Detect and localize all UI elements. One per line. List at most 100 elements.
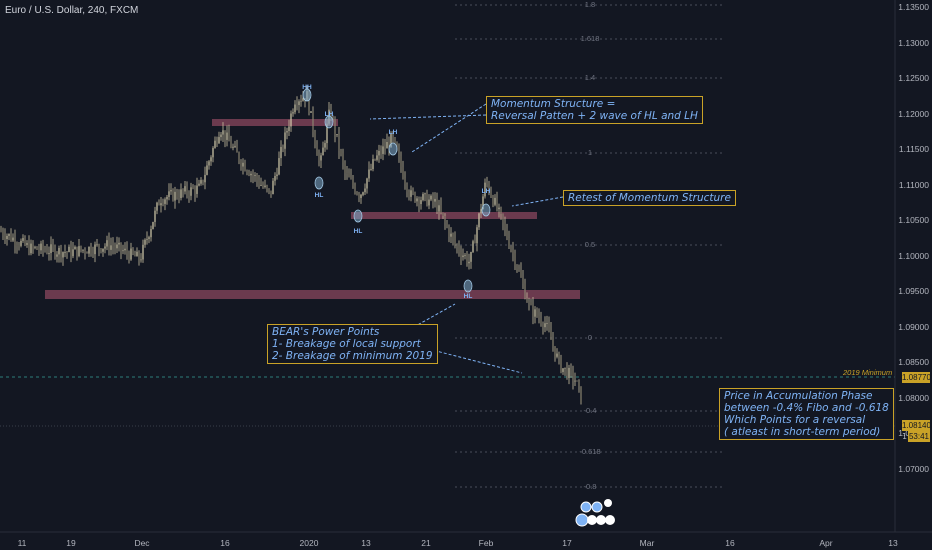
candle-body bbox=[102, 248, 104, 252]
candle-body bbox=[228, 132, 230, 142]
badge-4-icon[interactable] bbox=[605, 515, 615, 525]
date-tick: Dec bbox=[134, 538, 150, 548]
candle-body bbox=[410, 190, 412, 197]
candle-body bbox=[402, 167, 404, 179]
candle-body bbox=[104, 246, 106, 249]
candle-body bbox=[148, 237, 150, 239]
candle-body bbox=[154, 210, 156, 222]
candle-body bbox=[406, 184, 408, 193]
candle-body bbox=[478, 213, 480, 228]
badge-2-icon[interactable] bbox=[587, 515, 597, 525]
candle-body bbox=[252, 173, 254, 176]
candle-body bbox=[398, 150, 400, 157]
candle-body bbox=[400, 156, 402, 168]
candle-body bbox=[454, 238, 456, 245]
candle-body bbox=[212, 147, 214, 158]
date-tick: 11 bbox=[17, 538, 27, 548]
candle-body bbox=[552, 339, 554, 347]
candle-body bbox=[382, 146, 384, 154]
candle-body bbox=[68, 246, 70, 253]
candle-body bbox=[534, 309, 536, 317]
candle-body bbox=[474, 241, 476, 244]
support-zone-2019[interactable] bbox=[45, 290, 580, 299]
flag-icon[interactable] bbox=[575, 513, 589, 527]
swing-point-marker[interactable] bbox=[302, 88, 312, 102]
badge-3-icon[interactable] bbox=[596, 515, 606, 525]
price-tick: 1.10000 bbox=[898, 250, 929, 261]
candle-body bbox=[34, 246, 36, 248]
candle-body bbox=[456, 244, 458, 247]
candle-body bbox=[498, 207, 500, 210]
candle-body bbox=[450, 233, 452, 237]
resistance-zone-top[interactable] bbox=[212, 119, 338, 126]
replay-icon[interactable] bbox=[580, 501, 592, 513]
annotation-accumulation[interactable]: Price in Accumulation Phase between -0.4… bbox=[719, 388, 894, 440]
candle-body bbox=[162, 203, 164, 204]
candle-body bbox=[208, 161, 210, 166]
candle-body bbox=[220, 134, 222, 138]
candle-body bbox=[122, 250, 124, 252]
candle-body bbox=[256, 175, 258, 181]
candle-body bbox=[94, 244, 96, 255]
candle-body bbox=[260, 185, 262, 186]
candle-body bbox=[368, 169, 370, 179]
fib-label: 0 bbox=[587, 333, 593, 342]
swing-point-marker[interactable] bbox=[314, 176, 324, 190]
candle-body bbox=[342, 153, 344, 163]
fib-label: -0.618 bbox=[579, 447, 601, 456]
candle-body bbox=[120, 242, 122, 251]
candle-body bbox=[136, 251, 138, 257]
candle-body bbox=[424, 193, 426, 195]
candle-body bbox=[466, 255, 468, 264]
badge-icon[interactable] bbox=[604, 499, 612, 507]
date-tick: Apr bbox=[819, 538, 833, 548]
candle-body bbox=[530, 302, 532, 305]
candle-body bbox=[70, 246, 72, 257]
swing-point-marker[interactable] bbox=[388, 142, 398, 156]
candle-body bbox=[254, 175, 256, 177]
candle-body bbox=[352, 178, 354, 186]
swing-points bbox=[302, 88, 491, 293]
price-tick: 1.13000 bbox=[898, 37, 929, 48]
candle-body bbox=[226, 132, 228, 140]
candle-body bbox=[24, 238, 26, 245]
candle-body bbox=[246, 170, 248, 173]
events-icon[interactable] bbox=[591, 501, 603, 513]
candle-body bbox=[36, 246, 38, 250]
swing-point-marker[interactable] bbox=[324, 115, 334, 129]
candle-body bbox=[130, 248, 132, 260]
candle-body bbox=[32, 243, 34, 248]
local-support-zone[interactable] bbox=[351, 212, 537, 219]
candle-body bbox=[258, 180, 260, 186]
symbol-title[interactable]: Euro / U.S. Dollar, 240, FXCM bbox=[5, 5, 139, 16]
candle-body bbox=[82, 249, 84, 251]
annotation-momentum[interactable]: Momentum Structure = Reversal Patten + 2… bbox=[486, 96, 703, 124]
candle-body bbox=[566, 367, 568, 378]
candle-body bbox=[512, 249, 514, 254]
candle-body bbox=[92, 253, 94, 255]
annotation-retest[interactable]: Retest of Momentum Structure bbox=[563, 190, 736, 206]
candle-body bbox=[54, 247, 56, 257]
annotation-bear[interactable]: BEAR's Power Points 1- Breakage of local… bbox=[267, 324, 438, 364]
candle-body bbox=[362, 192, 364, 195]
candle-body bbox=[66, 252, 68, 253]
swing-point-marker[interactable] bbox=[353, 209, 363, 223]
swing-point-marker[interactable] bbox=[463, 279, 473, 293]
candle-body bbox=[412, 190, 414, 193]
candle-body bbox=[214, 140, 216, 148]
candle-body bbox=[286, 131, 288, 133]
candle-body bbox=[234, 145, 236, 147]
candle-body bbox=[294, 104, 296, 113]
candle-body bbox=[270, 190, 272, 195]
candle-body bbox=[422, 194, 424, 201]
minimum-2019-label: 2019 Minimum bbox=[843, 368, 893, 377]
candle-body bbox=[158, 202, 160, 206]
swing-point-marker[interactable] bbox=[481, 203, 491, 217]
candle-body bbox=[542, 323, 544, 328]
candle-body bbox=[198, 183, 200, 186]
candle-body bbox=[316, 144, 318, 156]
candle-body bbox=[232, 146, 234, 148]
candle-body bbox=[428, 199, 430, 206]
candle-body bbox=[6, 235, 8, 239]
